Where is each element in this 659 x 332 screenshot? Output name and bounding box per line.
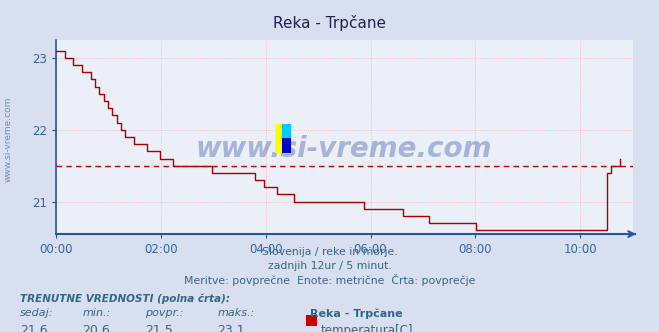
Bar xyxy=(282,124,291,138)
Text: maks.:: maks.: xyxy=(217,308,255,318)
Text: Slovenija / reke in morje.: Slovenija / reke in morje. xyxy=(262,247,397,257)
Text: Reka - Trpčane: Reka - Trpčane xyxy=(310,308,403,319)
Text: sedaj:: sedaj: xyxy=(20,308,53,318)
Text: www.si-vreme.com: www.si-vreme.com xyxy=(3,97,13,182)
Text: TRENUTNE VREDNOSTI (polna črta):: TRENUTNE VREDNOSTI (polna črta): xyxy=(20,294,230,304)
Text: www.si-vreme.com: www.si-vreme.com xyxy=(196,134,492,163)
Text: Meritve: povprečne  Enote: metrične  Črta: povprečje: Meritve: povprečne Enote: metrične Črta:… xyxy=(184,274,475,286)
Text: povpr.:: povpr.: xyxy=(145,308,183,318)
Text: zadnjih 12ur / 5 minut.: zadnjih 12ur / 5 minut. xyxy=(268,261,391,271)
Text: 21,5: 21,5 xyxy=(145,324,173,332)
Bar xyxy=(282,138,291,153)
Text: Reka - Trpčane: Reka - Trpčane xyxy=(273,15,386,31)
Text: min.:: min.: xyxy=(82,308,111,318)
Text: 23,1: 23,1 xyxy=(217,324,245,332)
Bar xyxy=(275,124,282,153)
Text: 21,6: 21,6 xyxy=(20,324,47,332)
Text: temperatura[C]: temperatura[C] xyxy=(321,324,413,332)
Text: 20,6: 20,6 xyxy=(82,324,110,332)
